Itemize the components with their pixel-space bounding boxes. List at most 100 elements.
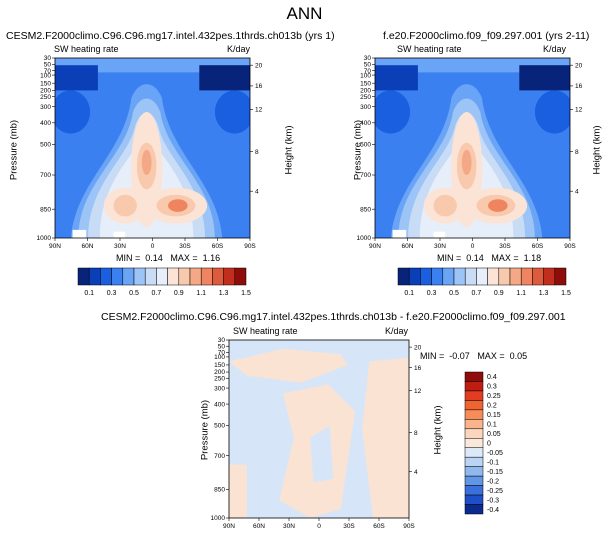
missing-data — [433, 231, 446, 238]
height-tick-label: 20 — [575, 62, 583, 69]
x-tick-label: 90N — [369, 243, 381, 250]
colorbar-swatch — [178, 267, 191, 286]
y-tick-label: 500 — [40, 142, 51, 149]
panel3-variable-label: SW heating rate — [233, 326, 298, 336]
height-tick-label: 16 — [255, 83, 263, 90]
height-tick-label: 12 — [255, 107, 263, 114]
panel3-ylabel-right: Height (km) — [432, 405, 444, 455]
y-tick-label: 30 — [44, 55, 52, 62]
colorbar-label: 0.1 — [84, 290, 94, 297]
colorbar-swatch — [498, 267, 511, 286]
y-tick-label: 400 — [214, 401, 225, 408]
height-tick-label: 4 — [414, 469, 418, 476]
height-tick-label: 16 — [414, 365, 422, 372]
colorbar-label: -0.1 — [487, 459, 499, 466]
colorbar-swatch — [122, 267, 135, 286]
colorbar-label: 0.7 — [472, 290, 482, 297]
y-tick-label: 200 — [360, 88, 371, 95]
y-tick-label: 50 — [44, 62, 52, 69]
colorbar-label: 0.9 — [494, 290, 504, 297]
colorbar-label: 1.5 — [561, 290, 571, 297]
colorbar-swatch — [464, 504, 484, 515]
y-tick-label: 500 — [360, 142, 371, 149]
colorbar-label: 0.4 — [487, 374, 497, 381]
colorbar-swatch — [464, 438, 484, 448]
height-tick-label: 8 — [255, 149, 259, 156]
colorbar-swatch — [212, 267, 224, 286]
height-tick-label: 16 — [575, 83, 583, 90]
colorbar-swatch — [464, 267, 477, 286]
panel2-units-label: K/day — [543, 44, 567, 54]
x-tick-label: 30N — [434, 243, 446, 250]
y-tick-label: 150 — [360, 80, 371, 87]
panel3-min-value: -0.07 — [449, 351, 470, 361]
x-tick-label: 90S — [244, 243, 256, 250]
y-tick-label: 700 — [360, 172, 371, 179]
x-tick-label: 30S — [499, 243, 511, 250]
colorbar-label: 1.1 — [196, 290, 206, 297]
x-tick-label: 30S — [179, 243, 191, 250]
colorbar-swatch — [156, 267, 168, 286]
contour-level — [488, 199, 508, 212]
colorbar-swatch — [111, 267, 124, 286]
panel3-title: CESM2.F2000climo.C96.C96.mg17.intel.432p… — [101, 311, 566, 323]
x-tick-label: 60S — [532, 243, 544, 250]
colorbar-label: 0.3 — [427, 290, 437, 297]
y-tick-label: 100 — [40, 72, 51, 79]
colorbar-swatch — [464, 400, 484, 411]
colorbar-label: -0.4 — [487, 507, 499, 514]
panel3-max-label: MAX = — [477, 351, 505, 361]
y-tick-label: 500 — [214, 423, 225, 430]
x-tick-label: 60N — [253, 523, 265, 530]
y-tick-label: 1000 — [37, 235, 52, 242]
colorbar-swatch — [144, 267, 157, 286]
y-tick-label: 70 — [44, 68, 52, 75]
panel2-minmax: MIN = 0.14 MAX = 1.18 — [437, 253, 541, 263]
y-tick-label: 1000 — [211, 515, 226, 522]
panel1-ylabel-right: Height (km) — [283, 125, 295, 175]
panel1-variable-label: SW heating rate — [54, 44, 119, 54]
x-tick-label: 0 — [317, 523, 321, 530]
colorbar-swatch — [464, 409, 484, 420]
colorbar-swatch — [464, 381, 484, 392]
y-tick-label: 850 — [214, 487, 225, 494]
colorbar-label: -0.15 — [487, 469, 503, 476]
colorbar-label: 0.1 — [487, 422, 497, 429]
contour-level — [229, 464, 247, 518]
contour-level — [534, 90, 570, 134]
x-tick-label: 30N — [283, 523, 295, 530]
y-tick-label: 850 — [40, 206, 51, 213]
colorbar-swatch — [167, 267, 180, 286]
colorbar-swatch — [554, 267, 567, 286]
panel3-min-label: MIN = — [420, 351, 445, 361]
colorbar-swatch — [431, 267, 444, 286]
colorbar-swatch — [464, 475, 484, 486]
panel2-ylabel-right: Height (km) — [591, 125, 603, 175]
panel2-variable-label: SW heating rate — [397, 44, 462, 54]
colorbar-label: 1.3 — [219, 290, 229, 297]
panel3-max-value: 0.05 — [509, 351, 528, 361]
colorbar-swatch — [77, 267, 90, 286]
y-tick-label: 700 — [40, 172, 51, 179]
colorbar-swatch — [464, 428, 484, 439]
colorbar-label: 0.7 — [152, 290, 162, 297]
panel1-min-label: MIN = — [116, 253, 141, 263]
y-tick-label: 100 — [214, 354, 225, 361]
x-tick-label: 30S — [343, 523, 355, 530]
colorbar-label: 0 — [487, 441, 491, 448]
colorbar-label: 0.9 — [174, 290, 184, 297]
colorbar-swatch — [223, 267, 236, 286]
height-tick-label: 8 — [414, 430, 418, 437]
panel3-ylabel: Pressure (mb) — [199, 399, 211, 461]
y-tick-label: 300 — [214, 385, 225, 392]
contour-level — [519, 65, 570, 91]
panel2-min-value: 0.14 — [466, 253, 484, 263]
missing-data — [113, 231, 126, 238]
colorbar-swatch — [487, 267, 500, 286]
y-tick-label: 400 — [360, 120, 371, 127]
colorbar-swatch — [464, 447, 484, 458]
colorbar-swatch — [88, 267, 101, 286]
contour-level — [375, 90, 411, 134]
colorbar-swatch — [420, 267, 432, 286]
